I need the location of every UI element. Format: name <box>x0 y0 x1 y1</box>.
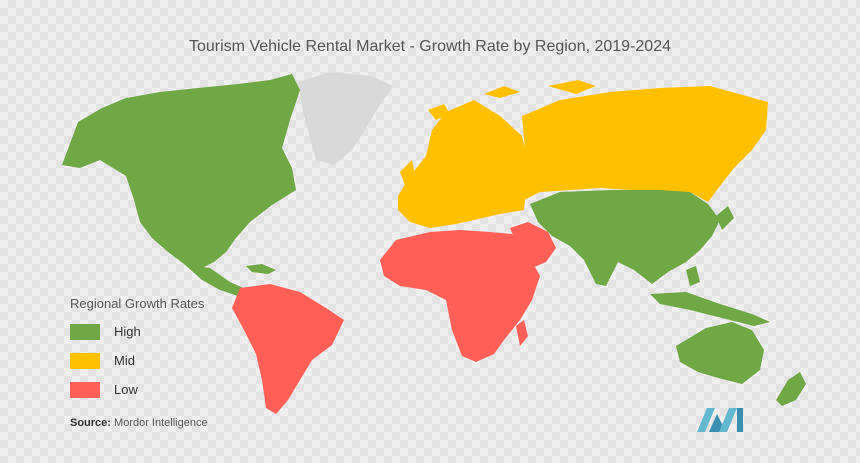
map-title: Tourism Vehicle Rental Market - Growth R… <box>188 38 671 55</box>
region-south-america <box>232 284 344 414</box>
legend-label: High <box>114 324 141 339</box>
legend-item-high: High <box>70 323 204 340</box>
region-russia <box>522 86 768 202</box>
region-middle-east <box>510 222 556 268</box>
legend-item-mid: Mid <box>70 352 204 369</box>
region-greenland <box>298 72 393 165</box>
legend-item-low: Low <box>70 381 204 398</box>
legend-title: Regional Growth Rates <box>70 296 205 311</box>
region-japan <box>716 206 734 230</box>
region-new-zealand <box>776 372 806 406</box>
region-iceland <box>428 104 450 120</box>
region-asia <box>530 190 720 286</box>
region-australia <box>676 322 764 384</box>
legend-label: Low <box>114 382 138 397</box>
region-arctic-islands <box>484 80 596 98</box>
region-uk <box>400 160 416 188</box>
region-southeast-asia <box>650 292 770 326</box>
legend-label: Mid <box>114 353 135 368</box>
legend-swatch-high <box>70 323 100 340</box>
legend-swatch-low <box>70 381 100 398</box>
source-text: Mordor Intelligence <box>114 417 208 429</box>
region-philippines <box>686 266 700 286</box>
source-label: Source: <box>70 417 111 429</box>
legend-swatch-mid <box>70 352 100 369</box>
legend: Regional Growth Rates High Mid Low <box>70 296 204 410</box>
region-madagascar <box>516 320 528 346</box>
mordor-logo-icon <box>697 408 743 432</box>
region-north-america <box>62 74 300 270</box>
source-note: Source: Mordor Intelligence <box>70 417 208 429</box>
region-europe <box>398 100 528 228</box>
region-caribbean <box>246 264 276 274</box>
region-central-america <box>184 264 248 296</box>
region-africa <box>380 230 540 362</box>
